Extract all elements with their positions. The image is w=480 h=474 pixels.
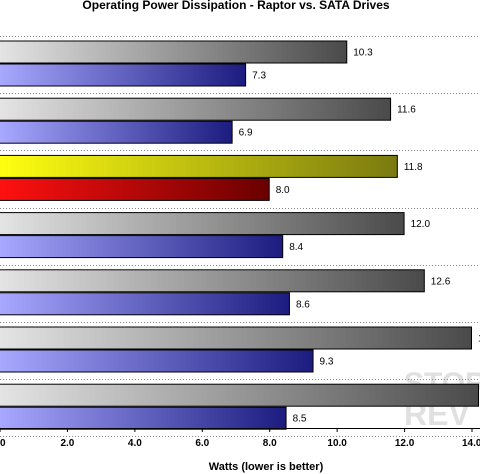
bar-gray [0, 97, 392, 121]
bar-blue [0, 63, 247, 87]
x-tick-label: 4.0 [128, 438, 142, 449]
x-tick-label: 0 [0, 438, 6, 449]
bar-gray [0, 383, 479, 407]
bar-yellow [0, 154, 398, 178]
bar-value-label: 7.3 [252, 71, 266, 82]
bar-value-label: 1 [478, 334, 480, 345]
x-tick-label: 6.0 [195, 438, 209, 449]
bar-blue [0, 120, 233, 144]
x-tick-label: 10.0 [327, 438, 347, 449]
bar-blue [0, 406, 287, 430]
x-tick-label: 12.0 [395, 438, 415, 449]
bar-gray [0, 326, 472, 350]
bar-value-label: 9.3 [320, 357, 334, 368]
bar-value-label: 11.8 [404, 162, 423, 173]
bar-blue [0, 292, 290, 316]
bar-red [0, 177, 270, 201]
bar-value-label: 10.3 [353, 48, 373, 59]
bar-value-label: 8.0 [276, 185, 290, 196]
x-tick-label: 2.0 [60, 438, 74, 449]
bar-value-label: 12.6 [431, 276, 451, 287]
x-tick-label: 14.0 [462, 438, 480, 449]
bar-blue [0, 349, 314, 373]
bar-value-label: 8.4 [289, 242, 303, 253]
x-axis: 0 2.0 4.0 6.0 8.0 10.0 12.0 14.0 [0, 428, 480, 449]
bar-value-label: 11.6 [397, 105, 416, 116]
x-axis-label: Watts (lower is better) [209, 461, 324, 473]
bar-blue [0, 235, 284, 259]
bar-gray [0, 269, 425, 293]
chart-title: Operating Power Dissipation - Raptor vs.… [82, 0, 389, 12]
bar-value-label: 12.0 [411, 219, 431, 230]
x-tick-label: 8.0 [263, 438, 277, 449]
bar-gray [0, 40, 348, 64]
bar-value-label: 6.9 [239, 128, 253, 139]
bar-value-label: 8.6 [296, 299, 310, 310]
bar-gray [0, 212, 405, 236]
bar-value-label: 8.5 [293, 414, 307, 425]
plot-area: 10.3 7.3 11.6 6.9 11.8 8.0 12.0 8.4 12.6 8.6 1 9.3 8… [0, 36, 480, 437]
